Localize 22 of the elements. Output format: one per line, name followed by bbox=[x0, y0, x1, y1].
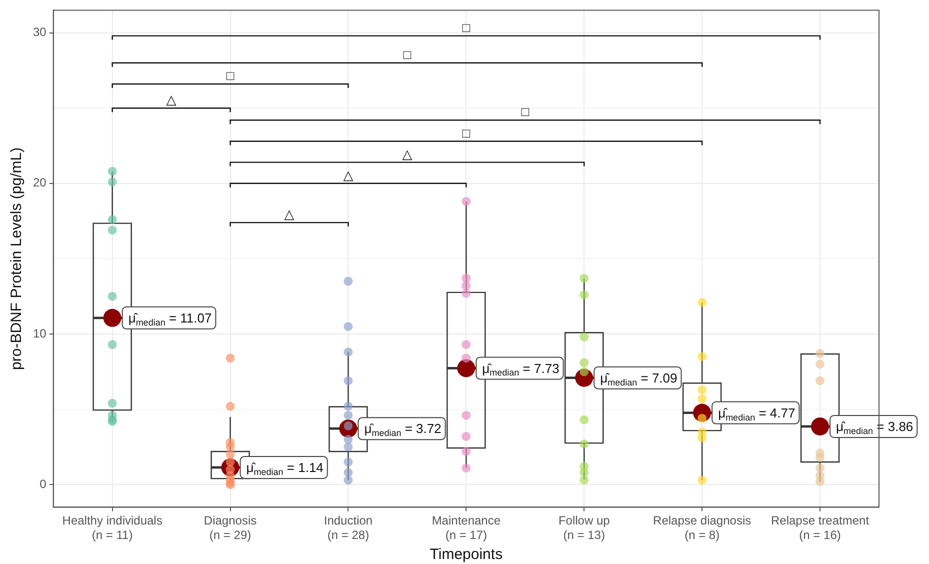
x-tick-label: Relapse diagnosis (n = 8) bbox=[653, 514, 752, 542]
x-tick-label: Healthy individuals (n = 11) bbox=[62, 514, 162, 542]
y-tick-label: 0 bbox=[40, 476, 47, 491]
x-axis-title: Timepoints bbox=[430, 546, 503, 564]
y-tick-label: 20 bbox=[32, 176, 47, 190]
x-tick-label: Diagnosis (n = 29) bbox=[204, 514, 257, 542]
x-tick-label: Follow up (n = 13) bbox=[558, 514, 610, 542]
y-tick-label: 30 bbox=[32, 25, 47, 40]
annotation: □ bbox=[462, 125, 470, 140]
x-tick-label: Relapse treatment (n = 16) bbox=[770, 514, 870, 542]
annotation: □ bbox=[521, 104, 530, 120]
x-tick-label: Maintenance (n = 17) bbox=[432, 514, 501, 542]
y-tick-label: 10 bbox=[32, 326, 47, 340]
annotation: △ bbox=[284, 206, 294, 222]
x-tick-label: Induction (n = 28) bbox=[324, 514, 373, 542]
annotation: □ bbox=[403, 46, 412, 62]
annotation: △ bbox=[343, 167, 354, 182]
annotation: △ bbox=[402, 146, 412, 162]
y-axis-title: pro-BDNF Protein Levels (pg/mL) bbox=[8, 147, 26, 370]
annotation: □ bbox=[462, 20, 470, 35]
annotation: △ bbox=[166, 92, 176, 108]
annotation: □ bbox=[226, 68, 234, 84]
